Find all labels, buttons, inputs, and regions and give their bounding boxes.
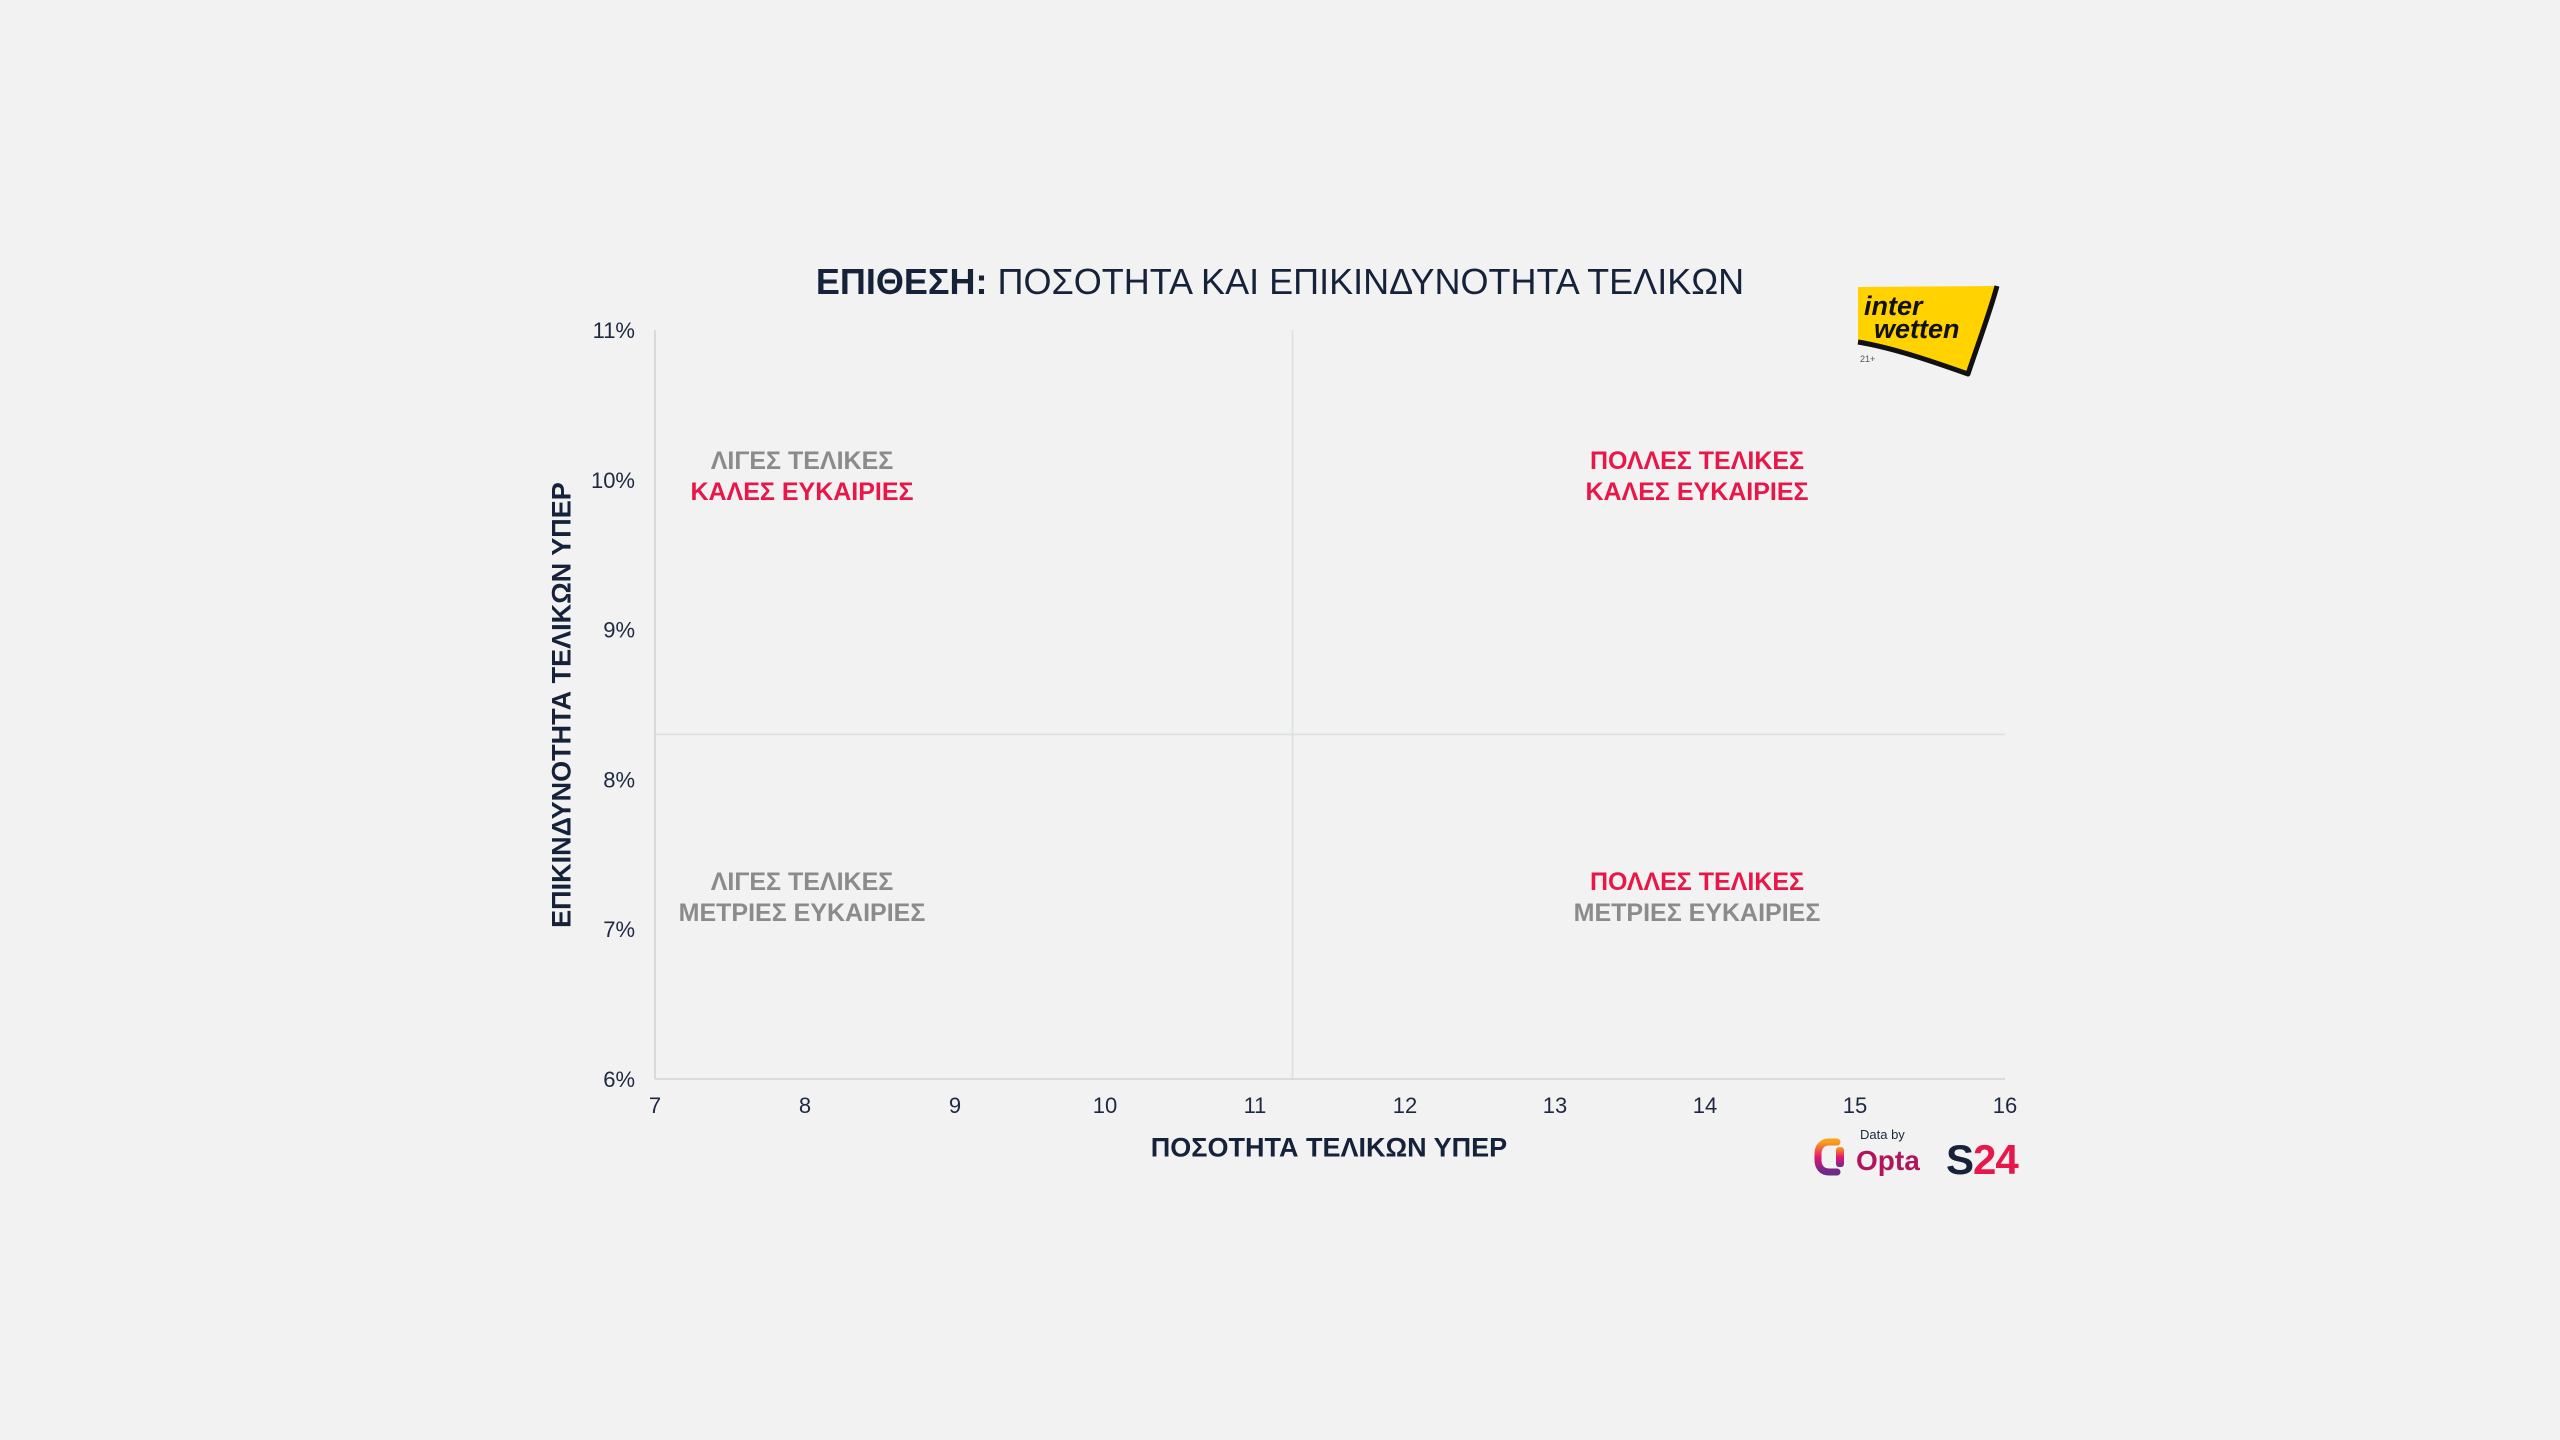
interwetten-logo-line2: wetten xyxy=(1874,314,1960,344)
quadrant-label-line: ΜΕΤΡΙΕΣ ΕΥΚΑΙΡΙΕΣ xyxy=(678,899,926,927)
x-tick-label: 8 xyxy=(799,1093,811,1118)
x-tick-label: 11 xyxy=(1244,1093,1267,1118)
x-tick-label: 14 xyxy=(1693,1093,1717,1118)
quadrant-label-line: ΛΙΓΕΣ ΤΕΛΙΚΕΣ xyxy=(710,447,894,475)
quadrant-label-line: ΚΑΛΕΣ ΕΥΚΑΙΡΙΕΣ xyxy=(1585,478,1809,506)
quadrant-label-line: ΛΙΓΕΣ ΤΕΛΙΚΕΣ xyxy=(710,868,894,896)
y-tick-label: 9% xyxy=(603,618,635,643)
y-tick-label: 8% xyxy=(603,767,635,792)
quadrant-label-line: ΠΟΛΛΕΣ ΤΕΛΙΚΕΣ xyxy=(1589,868,1805,896)
s24-logo-letter: S xyxy=(1946,1136,1973,1183)
x-tick-label: 12 xyxy=(1393,1093,1417,1118)
x-tick-label: 16 xyxy=(1993,1093,2017,1118)
chart-title-main: ΠΟΣΟΤΗΤΑ ΚΑΙ ΕΠΙΚΙΝΔΥΝΟΤΗΤΑ ΤΕΛΙΚΩΝ xyxy=(997,261,1745,302)
s24-logo-number: 24 xyxy=(1973,1136,2019,1183)
y-tick-label: 7% xyxy=(603,917,635,942)
interwetten-flag xyxy=(1858,286,1997,374)
quadrant-label-bottom-right: ΠΟΛΛΕΣ ΤΕΛΙΚΕΣ ΜΕΤΡΙΕΣ ΕΥΚΑΙΡΙΕΣ xyxy=(1574,867,1821,929)
x-tick-label: 9 xyxy=(949,1093,961,1118)
opta-logo-arc xyxy=(1814,1138,1841,1176)
quadrant-label-line: ΜΕΤΡΙΕΣ ΕΥΚΑΙΡΙΕΣ xyxy=(1573,899,1821,927)
quadrant-label-top-right: ΠΟΛΛΕΣ ΤΕΛΙΚΕΣ ΚΑΛΕΣ ΕΥΚΑΙΡΙΕΣ xyxy=(1585,446,1808,508)
quadrant-label-top-left: ΛΙΓΕΣ ΤΕΛΙΚΕΣ ΚΑΛΕΣ ΕΥΚΑΙΡΙΕΣ xyxy=(690,446,913,508)
y-axis-label: ΕΠΙΚΙΝΔΥΝΟΤΗΤΑ ΤΕΛΙΚΩΝ ΥΠΕΡ xyxy=(546,482,577,928)
y-tick-label: 6% xyxy=(603,1067,635,1092)
opta-logo-text: Opta xyxy=(1856,1145,1920,1176)
s24-logo: S24 xyxy=(1946,1136,2019,1183)
chart-title: ΕΠΙΘΕΣΗ: ΠΟΣΟΤΗΤΑ ΚΑΙ ΕΠΙΚΙΝΔΥΝΟΤΗΤΑ ΤΕΛΙ… xyxy=(0,260,2560,304)
age-restriction-label: 21+ xyxy=(1860,354,1875,364)
quadrant-label-line: ΚΑΛΕΣ ΕΥΚΑΙΡΙΕΣ xyxy=(690,478,914,506)
x-tick-label: 13 xyxy=(1543,1093,1567,1118)
interwetten-logo-line1: inter xyxy=(1864,291,1924,321)
y-tick-label: 11% xyxy=(593,318,635,343)
opta-logo-icon xyxy=(1814,1138,1844,1176)
plot-area: 7 8 9 10 11 12 13 14 15 16 6% 7% 8% 9% 10% 11% xyxy=(591,318,2017,1118)
quadrant-label-bottom-left: ΛΙΓΕΣ ΤΕΛΙΚΕΣ ΜΕΤΡΙΕΣ ΕΥΚΑΙΡΙΕΣ xyxy=(679,867,926,929)
y-tick-label: 10% xyxy=(591,468,635,493)
opta-logo-bar xyxy=(1836,1147,1844,1167)
x-tick-label: 15 xyxy=(1843,1093,1867,1118)
interwetten-logo: inter wetten 21+ xyxy=(1857,285,2000,377)
quadrant-label-line: ΠΟΛΛΕΣ ΤΕΛΙΚΕΣ xyxy=(1589,447,1805,475)
data-by-label: Data by xyxy=(1860,1127,1905,1142)
x-tick-label: 7 xyxy=(649,1093,661,1118)
x-axis-label: ΠΟΣΟΤΗΤΑ ΤΕΛΙΚΩΝ ΥΠΕΡ xyxy=(1150,1132,1508,1163)
chart-title-prefix: ΕΠΙΘΕΣΗ: xyxy=(815,261,988,302)
interwetten-flag-outline xyxy=(1857,285,2000,377)
x-tick-label: 10 xyxy=(1093,1093,1117,1118)
